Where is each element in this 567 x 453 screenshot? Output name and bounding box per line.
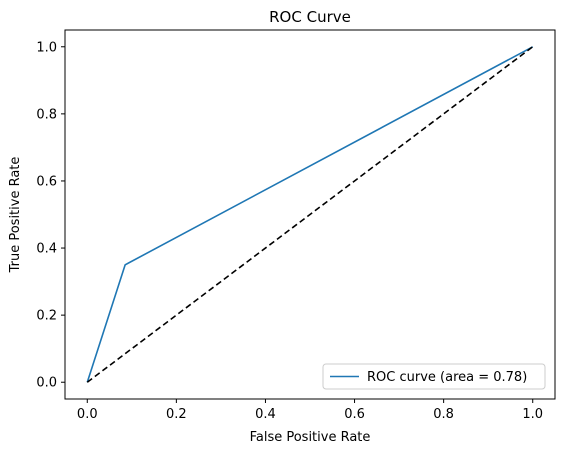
x-tick-label: 0.0 <box>77 407 98 422</box>
y-tick-label: 0.0 <box>36 376 57 391</box>
plot-area <box>64 29 556 400</box>
chart-title: ROC Curve <box>269 8 351 26</box>
x-tick-label: 1.0 <box>522 407 543 422</box>
legend-box <box>322 363 546 390</box>
y-tick-label: 0.4 <box>36 242 57 257</box>
plot-frame <box>64 29 556 400</box>
x-tick-label: 0.6 <box>344 407 365 422</box>
legend: ROC curve (area = 0.78) <box>322 363 546 390</box>
y-axis: 0.0 0.2 0.4 0.6 0.8 1.0 <box>36 40 65 391</box>
x-axis-label: False Positive Rate <box>250 430 371 445</box>
y-tick-label: 0.6 <box>36 174 57 189</box>
y-axis-label: True Positive Rate <box>8 157 23 274</box>
y-tick-label: 0.2 <box>36 309 57 324</box>
y-tick-label: 0.8 <box>36 107 57 122</box>
x-tick-label: 0.2 <box>166 407 187 422</box>
x-axis: 0.0 0.2 0.4 0.6 0.8 1.0 <box>77 399 543 422</box>
series-layer <box>86 46 534 383</box>
y-tick-label: 1.0 <box>36 40 57 55</box>
legend-label-roc-curve: ROC curve (area = 0.78) <box>367 370 527 385</box>
x-tick-label: 0.8 <box>433 407 454 422</box>
roc-curve-line <box>86 46 534 383</box>
x-tick-label: 0.4 <box>255 407 276 422</box>
chance-diagonal-line <box>86 46 534 383</box>
